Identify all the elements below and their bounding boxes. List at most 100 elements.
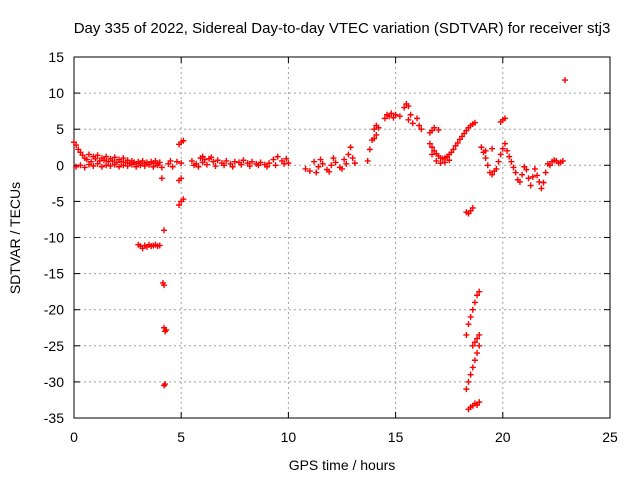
data-point [343,160,350,167]
y-axis-title: SDTVAR / TECUs [7,182,23,294]
data-point [199,153,206,160]
data-point [418,126,425,133]
data-point [240,157,247,164]
data-point [493,165,500,172]
data-point [83,156,90,163]
data-point [463,331,470,338]
series [463,204,483,413]
data-point [167,157,174,164]
data-point [471,339,478,346]
data-point [561,77,568,84]
data-point [469,342,476,349]
data-point [364,157,371,164]
data-point [229,163,236,170]
data-point [103,153,110,160]
data-point [538,185,545,192]
series [71,139,165,171]
data-point [306,168,313,175]
data-point [146,161,153,168]
data-point [326,168,333,175]
data-point [497,151,504,158]
data-point [405,103,412,110]
data-point [407,111,414,118]
data-point [73,163,80,170]
data-point [195,163,202,170]
data-point [133,163,140,170]
data-point [349,155,356,162]
data-point [508,158,515,165]
data-points [71,77,568,413]
data-point [283,155,290,162]
y-tick-label: 15 [48,49,64,65]
data-point [474,350,481,357]
data-point [137,162,144,169]
y-tick-label: 0 [56,157,64,173]
data-point [270,156,277,163]
data-point [474,335,481,342]
data-point [203,161,210,168]
data-point [111,161,118,168]
series [165,137,187,209]
data-point [208,154,215,161]
y-tick-label: -30 [44,374,64,390]
data-point [529,173,536,180]
data-point [231,158,238,165]
data-point [525,175,532,182]
data-point [255,162,262,169]
data-point [118,158,125,165]
data-point [223,157,230,164]
x-tick-label: 20 [495,429,511,445]
data-point [405,116,412,123]
data-point [94,160,101,167]
data-point [489,171,496,178]
data-point [101,157,108,164]
data-point [178,160,185,167]
data-point [484,162,491,169]
data-point [463,386,470,393]
data-point [158,164,165,171]
data-point [476,399,483,406]
data-point [446,157,453,164]
data-point [128,161,135,168]
y-tick-label: -35 [44,410,64,426]
data-point [506,153,513,160]
y-tick-labels: 15 10 5 0 -5 -10 -15 -20 -25 -30 -35 [44,49,64,426]
series [478,77,568,192]
data-point [161,227,168,234]
data-point [416,122,423,129]
data-point [107,163,114,170]
data-point [469,204,476,211]
data-point [161,282,168,289]
data-point [501,140,508,147]
data-point [467,371,474,378]
data-point [454,139,461,146]
data-point [465,378,472,385]
data-point [519,171,526,178]
data-point [77,162,84,169]
x-tick-label: 10 [281,429,297,445]
x-tick-label: 0 [70,429,78,445]
chart-title: Day 335 of 2022, Sidereal Day-to-day VTE… [74,20,611,37]
data-point [347,144,354,151]
data-point [523,166,530,173]
data-point [246,163,253,170]
data-point [319,160,326,167]
data-point [176,177,183,184]
data-point [476,288,483,295]
y-tick-label: 5 [56,121,64,137]
data-point [471,299,478,306]
x-tick-label: 5 [177,429,185,445]
data-point [98,163,105,170]
data-point [345,151,352,158]
data-point [482,155,489,162]
data-point [501,115,508,122]
data-point [188,157,195,164]
data-point [191,162,198,169]
series [364,100,442,164]
data-point [465,321,472,328]
data-point [396,113,403,120]
data-point [339,165,345,172]
data-point [285,160,292,167]
data-point [478,144,485,151]
